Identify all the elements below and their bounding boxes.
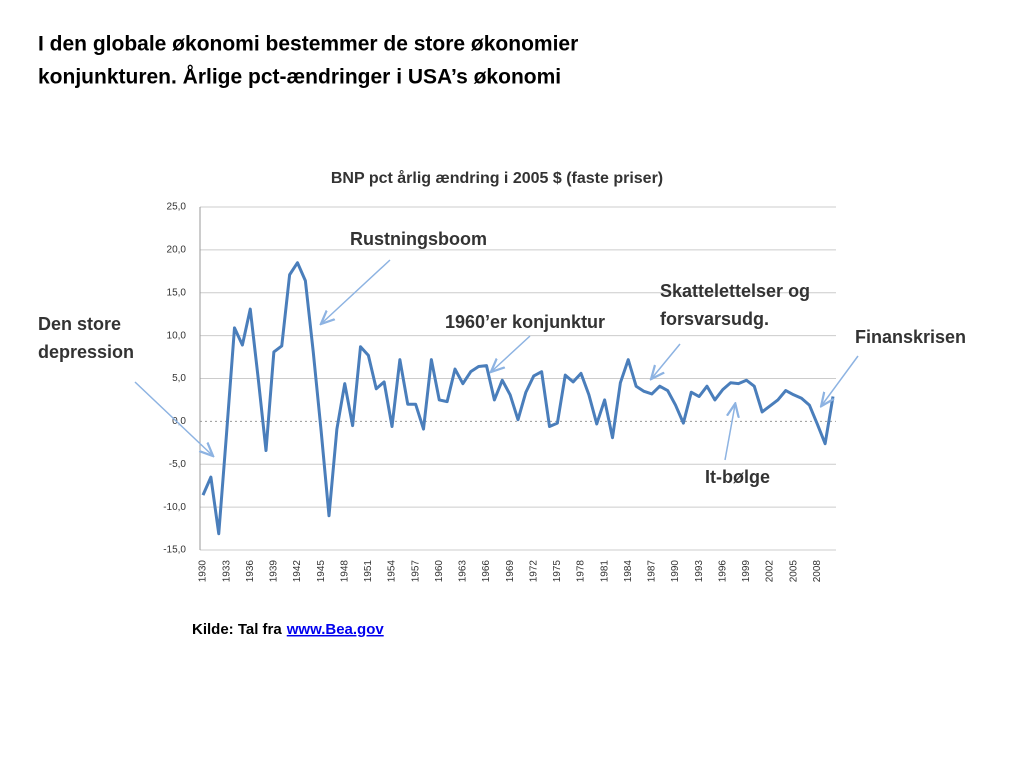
- x-tick-label: 1954: [387, 560, 398, 583]
- annotation-arrow: [652, 343, 681, 378]
- x-tick-label: 1975: [552, 560, 563, 583]
- x-tick-label: 1936: [245, 560, 256, 583]
- annotation: It-bølge: [705, 467, 770, 487]
- x-tick-label: 1978: [576, 560, 587, 583]
- x-tick-label: 1939: [269, 560, 280, 583]
- x-tick-label: 1951: [363, 560, 374, 583]
- x-tick-label: 1972: [528, 560, 539, 583]
- data-line: [201, 261, 835, 536]
- slide-title: I den globale økonomi bestemmer de store…: [38, 33, 578, 56]
- annotation-arrow: [724, 405, 735, 461]
- annotation: 1960’er konjunktur: [445, 312, 605, 332]
- annotation: Finanskrisen: [855, 327, 966, 347]
- y-tick-label: 25,0: [167, 202, 187, 213]
- x-tick-label: 1948: [339, 560, 350, 583]
- annotation-arrow: [322, 259, 391, 323]
- x-tick-label: 1945: [316, 560, 327, 583]
- x-tick-label: 1966: [481, 560, 492, 583]
- annotation-arrow: [492, 335, 531, 371]
- y-tick-label: -15,0: [163, 545, 186, 556]
- x-tick-label: 1963: [458, 560, 469, 583]
- annotation-arrow: [822, 355, 859, 405]
- source-label: Kilde: Tal fra: [192, 621, 282, 638]
- slide-title: konjunkturen. Årlige pct-ændringer i USA…: [38, 65, 561, 89]
- y-tick-label: -10,0: [163, 502, 186, 513]
- source-link[interactable]: www.Bea.gov: [286, 621, 385, 638]
- y-tick-label: 0,0: [172, 416, 186, 427]
- y-tick-label: 20,0: [167, 245, 187, 256]
- x-tick-label: 1990: [670, 560, 681, 583]
- annotation: forsvarsudg.: [660, 309, 769, 329]
- x-tick-label: 1969: [505, 560, 516, 583]
- x-tick-label: 2008: [812, 560, 823, 583]
- annotation: depression: [38, 342, 134, 362]
- x-tick-label: 1930: [198, 560, 209, 583]
- y-tick-label: -5,0: [169, 459, 187, 470]
- annotation: Rustningsboom: [350, 229, 487, 249]
- x-tick-label: 1957: [410, 560, 421, 583]
- annotation: Skattelettelser og: [660, 281, 810, 301]
- y-tick-label: 10,0: [167, 330, 187, 341]
- x-tick-label: 1999: [741, 560, 752, 583]
- x-tick-label: 1984: [623, 560, 634, 583]
- x-tick-label: 1933: [221, 560, 232, 583]
- x-tick-label: 1996: [717, 560, 728, 583]
- x-tick-label: 1942: [292, 560, 303, 583]
- x-tick-label: 1987: [647, 560, 658, 583]
- chart-title: BNP pct årlig ændring i 2005 $ (faste pr…: [331, 169, 663, 187]
- annotation-arrow: [134, 381, 212, 455]
- y-tick-label: 5,0: [172, 373, 186, 384]
- x-tick-label: 2002: [765, 560, 776, 583]
- x-tick-label: 1960: [434, 560, 445, 583]
- x-tick-label: 2005: [788, 560, 799, 583]
- y-tick-label: 15,0: [167, 287, 187, 298]
- x-tick-label: 1993: [694, 560, 705, 583]
- x-tick-label: 1981: [599, 560, 610, 583]
- annotation: Den store: [38, 314, 121, 334]
